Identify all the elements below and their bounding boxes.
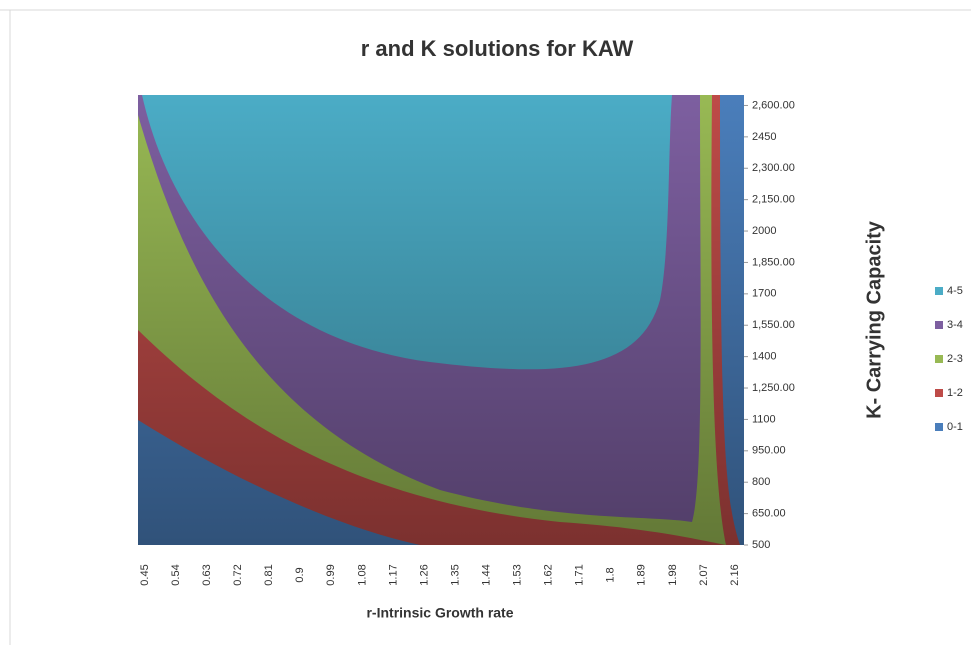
y-tick-label: 2450 — [752, 131, 776, 143]
legend-swatch — [935, 423, 943, 431]
legend-label: 4-5 — [947, 285, 963, 297]
x-tick-label: 2.16 — [729, 564, 741, 585]
x-tick-label: 1.8 — [605, 567, 617, 582]
x-tick-label: 1.71 — [574, 564, 586, 585]
legend-swatch — [935, 287, 943, 295]
chart-title: r and K solutions for KAW — [361, 36, 634, 61]
y-axis-title: K- Carrying Capacity — [863, 220, 885, 419]
x-tick-label: 0.9 — [294, 567, 306, 582]
x-tick-label: 1.17 — [387, 564, 399, 585]
legend-swatch — [935, 355, 943, 363]
x-tick-label: 1.62 — [543, 564, 555, 585]
y-tick-label: 950.00 — [752, 445, 786, 457]
legend-swatch — [935, 389, 943, 397]
x-tick-label: 1.53 — [512, 564, 524, 585]
x-tick-label: 1.98 — [667, 564, 679, 585]
y-tick-label: 500 — [752, 539, 770, 551]
x-tick-label: 0.81 — [263, 564, 275, 585]
x-tick-label: 2.07 — [698, 564, 710, 585]
x-tick-label: 1.44 — [480, 564, 492, 585]
y-tick-label: 650.00 — [752, 508, 786, 520]
x-tick-label: 1.26 — [418, 564, 430, 585]
y-tick-label: 2,300.00 — [752, 162, 795, 174]
legend-label: 0-1 — [947, 421, 963, 433]
x-tick-label: 0.54 — [170, 564, 182, 585]
x-axis-title: r-Intrinsic Growth rate — [366, 605, 513, 621]
x-tick-label: 1.08 — [356, 564, 368, 585]
y-tick-label: 2,150.00 — [752, 194, 795, 206]
x-tick-label: 1.89 — [636, 564, 648, 585]
y-tick-label: 1,850.00 — [752, 256, 795, 268]
legend-label: 2-3 — [947, 353, 963, 365]
y-tick-label: 1100 — [752, 413, 776, 425]
y-tick-label: 1700 — [752, 288, 776, 300]
y-tick-label: 800 — [752, 476, 770, 488]
y-tick-label: 2000 — [752, 225, 776, 237]
x-tick-label: 1.35 — [449, 564, 461, 585]
y-tick-label: 1400 — [752, 351, 776, 363]
y-tick-label: 2,600.00 — [752, 99, 795, 111]
shading — [138, 95, 744, 545]
x-tick-label: 0.72 — [232, 564, 244, 585]
plot-area — [138, 95, 744, 545]
legend-swatch — [935, 321, 943, 329]
x-tick-label: 0.63 — [201, 564, 213, 585]
x-tick-label: 0.45 — [139, 564, 151, 585]
legend-label: 1-2 — [947, 387, 963, 399]
legend-label: 3-4 — [947, 319, 963, 331]
y-tick-label: 1,250.00 — [752, 382, 795, 394]
y-tick-label: 1,550.00 — [752, 319, 795, 331]
x-tick-label: 0.99 — [325, 564, 337, 585]
